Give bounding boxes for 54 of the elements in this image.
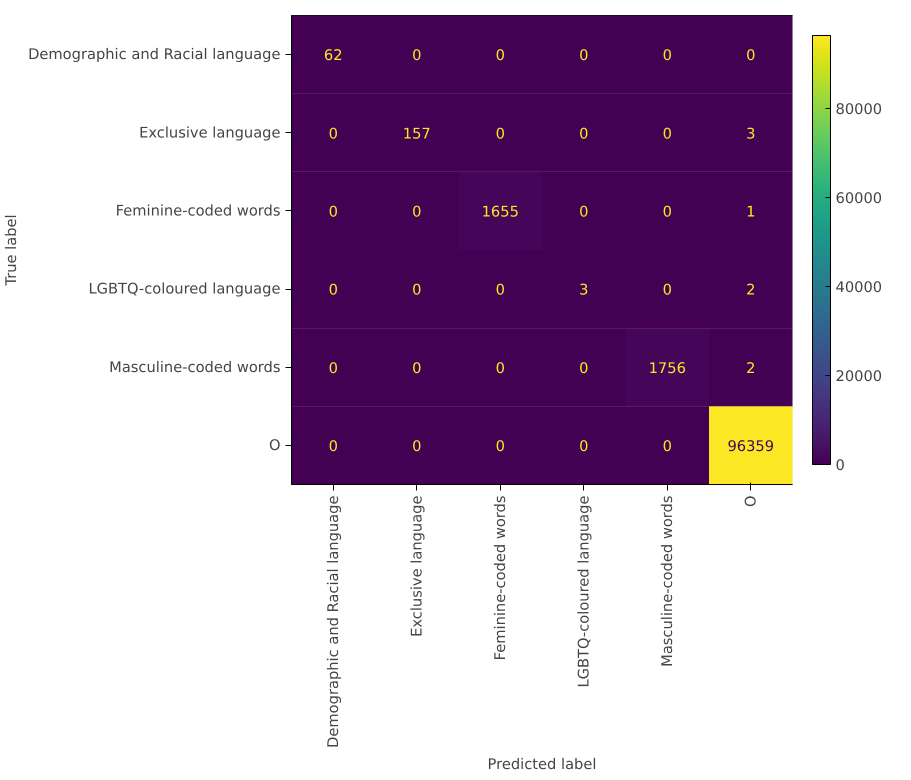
data-label: 1: [746, 203, 756, 220]
data-label: 0: [579, 438, 588, 455]
color-bar-label: 60000: [836, 190, 882, 207]
data-label: 0: [412, 438, 422, 455]
x-axis-title: Predicted label: [488, 756, 596, 773]
y-tick-label: Exclusive language: [139, 124, 280, 142]
data-label: 0: [746, 47, 756, 64]
y-tick-label: Feminine-coded words: [116, 202, 281, 220]
data-label: 0: [662, 203, 672, 220]
data-label: 96359: [727, 438, 774, 455]
data-label: 0: [328, 282, 338, 299]
data-label: 0: [496, 282, 505, 299]
data-label: 0: [662, 282, 672, 299]
data-label: 0: [328, 125, 338, 142]
x-tick-label: LGBTQ-coloured language: [575, 495, 592, 688]
data-label: 3: [746, 125, 756, 142]
data-label: 0: [496, 438, 505, 455]
x-tick-label: Masculine-coded words: [658, 495, 676, 667]
data-label: 0: [496, 125, 505, 142]
data-label: 2: [746, 282, 756, 299]
data-label: 2: [746, 360, 756, 377]
data-label: 0: [328, 360, 338, 377]
x-tick-label: O: [742, 495, 760, 508]
y-tick-label: O: [268, 436, 281, 454]
data-label: 0: [328, 438, 338, 455]
data-label: 157: [402, 125, 431, 142]
color-bar-label: 80000: [836, 100, 882, 118]
data-label: 0: [496, 360, 505, 377]
data-label: 0: [579, 203, 588, 220]
data-label: 0: [412, 282, 422, 299]
data-label: 62: [324, 47, 343, 64]
x-tick-label: Exclusive language: [408, 496, 426, 637]
y-tick-label: Demographic and Racial language: [28, 46, 281, 64]
data-label: 1756: [648, 360, 686, 377]
color-bar-label: 0: [836, 457, 845, 474]
data-label: 0: [579, 360, 588, 377]
data-label: 3: [579, 282, 588, 299]
data-label: 0: [662, 438, 672, 455]
y-axis-title: True label: [3, 214, 20, 287]
data-label: 0: [328, 203, 338, 220]
data-label: 0: [579, 47, 588, 64]
y-tick-label: LGBTQ-coloured language: [88, 280, 281, 298]
data-label: 0: [496, 47, 505, 64]
y-tick-label: Masculine-coded words: [109, 358, 281, 376]
data-label: 0: [662, 47, 672, 64]
data-label: 0: [412, 203, 422, 220]
data-label: 1655: [482, 203, 519, 220]
color-bar-label: 20000: [836, 368, 882, 385]
x-tick-label: Feminine-coded words: [492, 495, 509, 660]
data-label: 0: [412, 360, 422, 377]
data-label: 0: [412, 47, 422, 64]
color-bar-label: 40000: [836, 278, 882, 296]
data-label: 0: [662, 125, 672, 142]
data-label: 0: [579, 125, 588, 142]
